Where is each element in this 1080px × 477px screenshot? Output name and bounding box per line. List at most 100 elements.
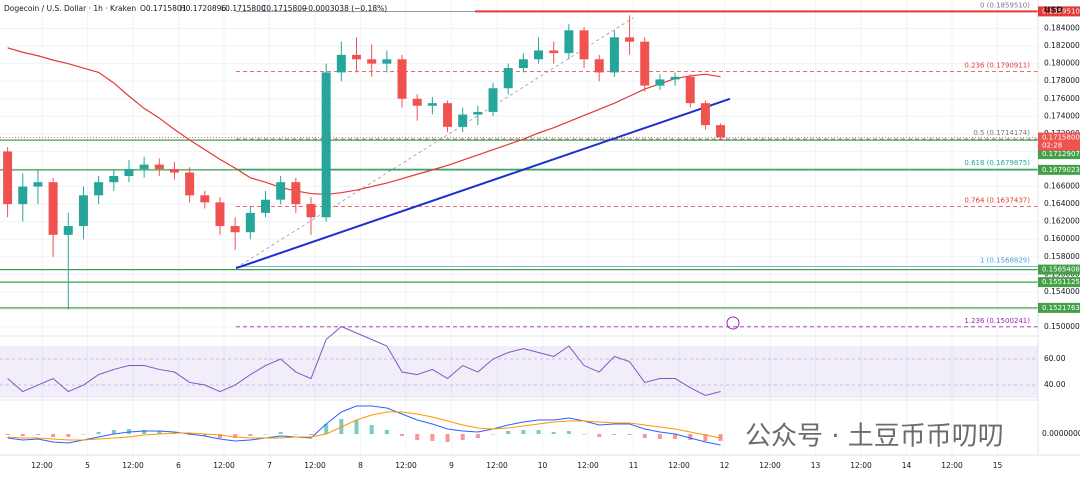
candle-body: [306, 204, 316, 218]
candle-body: [716, 125, 726, 138]
macd-histogram: [157, 431, 162, 434]
current-price-box: [1038, 132, 1080, 151]
candle-body: [609, 37, 619, 73]
x-tick-label: 12:00: [759, 461, 781, 470]
candle-body: [534, 50, 544, 60]
moving-average: [7, 47, 721, 196]
ohlc-low: L0.1715800: [221, 4, 266, 13]
fib-anchor: [235, 17, 634, 269]
price-box: [1038, 149, 1080, 160]
price-box-label: 0.1712907: [1042, 150, 1080, 158]
macd-histogram: [20, 434, 25, 436]
trendline: [235, 97, 731, 270]
candle-body: [579, 30, 589, 60]
price-box: [1038, 302, 1080, 313]
header: Dogecoin / U.S. Dollar · 1h · Kraken O0.…: [4, 4, 1063, 15]
x-tick-label: 11: [629, 461, 639, 470]
price-box: [1038, 264, 1080, 275]
candle-body: [78, 195, 88, 227]
candle-body: [260, 199, 270, 213]
ohlc-high: H0.1720896: [180, 4, 226, 13]
candle-body: [564, 30, 574, 54]
axis: 0.15000000.15200000.15400000.15600000.15…: [31, 6, 1080, 470]
candle-body: [594, 59, 604, 73]
macd-histogram: [35, 434, 40, 435]
plot: 0 (0.1859510) 0.236 (0.1790911) 0.5 (0.171…: [0, 1, 1038, 446]
macd-histogram: [248, 434, 253, 436]
macd-histogram: [369, 425, 374, 434]
macd-histogram: [202, 434, 207, 436]
ohlc-change: −0.0003038 (−0.18%): [302, 4, 387, 13]
x-tick-label: 12:00: [31, 461, 53, 470]
watermark: 公众号 · 土豆币币叨叨: [745, 422, 1004, 452]
candle-body: [276, 182, 286, 200]
macd-histogram: [460, 434, 465, 440]
macd-histogram: [96, 432, 101, 434]
macd-histogram: [51, 434, 56, 437]
ohlc-close: C0.1715800: [261, 4, 307, 13]
candle-body: [321, 72, 331, 218]
macd-histogram: [657, 434, 662, 439]
macd-histogram: [612, 434, 617, 435]
macd-histogram: [521, 430, 526, 434]
candle-body: [503, 68, 513, 89]
macd-histogram: [278, 432, 283, 434]
macd-histogram: [445, 434, 450, 442]
fib-label: 0 (0.1859510): [980, 1, 1030, 9]
candle-body: [382, 59, 392, 64]
candle-body: [640, 41, 650, 86]
candle-body: [48, 182, 58, 235]
fib-label: 1 (0.1568829): [980, 257, 1030, 265]
x-tick-label: 12:00: [122, 461, 144, 470]
candle-body: [427, 103, 437, 106]
candle-body: [336, 54, 346, 73]
candle-body: [412, 98, 422, 106]
candle-body: [215, 202, 225, 227]
macd-histogram: [354, 420, 359, 434]
candle-body: [109, 176, 119, 183]
macd-histogram: [627, 434, 632, 435]
macd-histogram: [536, 430, 541, 434]
macd-histogram: [642, 434, 647, 438]
macd-histogram: [703, 434, 708, 441]
candle-body: [291, 182, 301, 205]
candle-body: [154, 164, 164, 169]
x-tick-label: 5: [85, 461, 90, 470]
candle-body: [549, 50, 559, 54]
macd-histogram: [673, 434, 678, 439]
macd-histogram: [5, 434, 10, 435]
macd-histogram: [293, 434, 298, 435]
price-box-label: 0.1565408: [1042, 266, 1080, 274]
macd-histogram: [475, 434, 480, 438]
candle-body: [670, 76, 680, 80]
x-tick-label: 9: [449, 461, 454, 470]
price-box-label: 0.1679023: [1042, 166, 1080, 174]
x-tick-label: 7: [267, 461, 272, 470]
x-tick-label: 12:00: [304, 461, 326, 470]
macd-histogram: [66, 434, 71, 437]
price-box-label: 0.1521763: [1042, 304, 1080, 312]
x-tick-label: 6: [176, 461, 181, 470]
candle-body: [169, 168, 179, 173]
currency: USD: [1044, 6, 1063, 15]
current-price-label: 0.1715800: [1042, 134, 1080, 142]
candle-body: [352, 54, 362, 60]
rsi-band: [0, 346, 1038, 399]
macd-line: [7, 405, 721, 446]
candle-body: [18, 186, 28, 205]
x-tick-label: 8: [358, 461, 363, 470]
x-tick-label: 12:00: [850, 461, 872, 470]
macd-histogram: [506, 431, 511, 434]
candle-body: [685, 76, 695, 104]
x-tick-label: 12:00: [577, 461, 599, 470]
macd-histogram: [81, 434, 86, 435]
candle-body: [367, 59, 377, 64]
macd-histogram: [384, 430, 389, 434]
